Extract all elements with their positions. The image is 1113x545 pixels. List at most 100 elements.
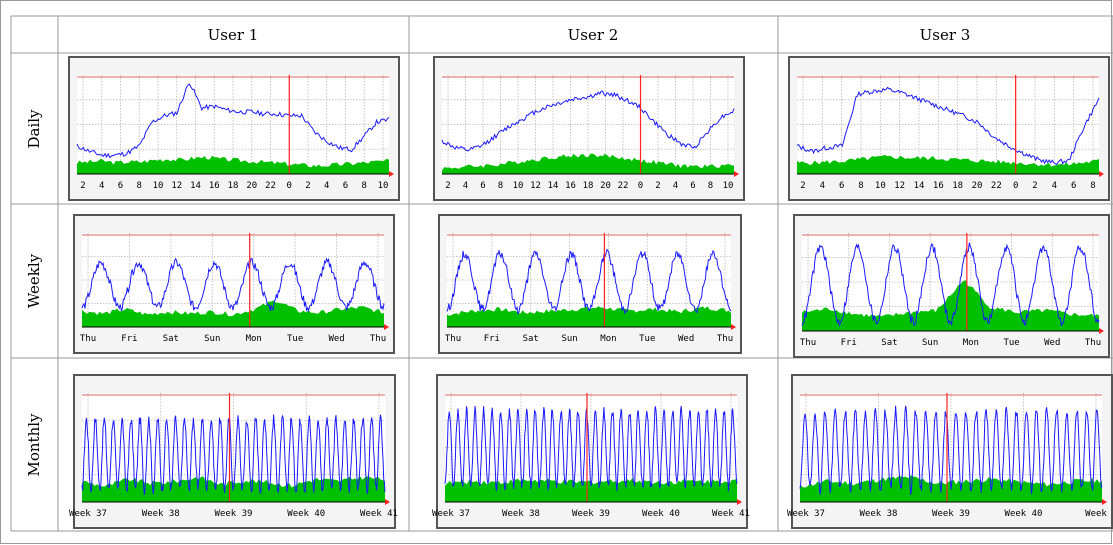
x-tick-label: Thu: [445, 334, 461, 344]
chart-monthly-user-3: Week 37 Week 38 Week 39 Week 40 Week: [787, 374, 1113, 529]
x-tick-label: 10: [513, 181, 524, 191]
x-tick-label: Week 40: [287, 509, 325, 519]
x-tick-label: 10: [378, 181, 389, 191]
x-tick-label: 8: [362, 181, 367, 191]
axis-arrow: [389, 171, 394, 177]
series-outgoing: [446, 248, 732, 315]
x-tick-label: Week: [1085, 509, 1107, 519]
x-tick-label: Sun: [204, 334, 220, 344]
x-tick-label: Sun: [922, 338, 938, 348]
x-tick-label: Week 39: [572, 509, 610, 519]
chart-daily-user-3: 2 4 6 8 10 12 14 16 18 20 22 0 2 4 6 8: [788, 56, 1110, 201]
x-tick-label: Mon: [246, 334, 262, 344]
series-incoming: [77, 155, 389, 174]
series-incoming: [797, 155, 1099, 174]
column-header-user-1: User 1: [208, 26, 259, 44]
x-tick-label: Week 37: [432, 509, 470, 519]
x-tick-label: 16: [933, 181, 944, 191]
x-tick-label: 20: [600, 181, 611, 191]
x-tick-label: 18: [952, 181, 963, 191]
series-outgoing: [441, 90, 735, 152]
x-tick-label: 8: [498, 181, 503, 191]
series-incoming: [802, 279, 1099, 331]
series-incoming: [445, 478, 737, 502]
x-tick-label: 0: [638, 181, 643, 191]
series-outgoing: [76, 83, 390, 159]
series-outgoing: [801, 242, 1100, 327]
chart-monthly-user-2: Week 37 Week 38 Week 39 Week 40 Week 41: [432, 374, 750, 529]
x-tick-label: 4: [820, 181, 825, 191]
x-tick-label: 12: [171, 181, 182, 191]
x-tick-label: Week 38: [860, 509, 898, 519]
x-tick-label: Wed: [1044, 338, 1060, 348]
x-tick-label: 18: [583, 181, 594, 191]
x-tick-label: 6: [343, 181, 348, 191]
series-outgoing: [81, 414, 386, 495]
x-tick-label: 0: [1013, 181, 1018, 191]
x-tick-label: 12: [894, 181, 905, 191]
axis-arrow: [1099, 171, 1104, 177]
x-tick-label: Fri: [841, 338, 857, 348]
x-tick-label: Week 37: [69, 509, 107, 519]
charts-layer: 2 4 6 8 10 12 14 16 18 20 22 0 2 4 6 8 10 2 4 6 8 10 12 14 16 18 2…: [68, 56, 1113, 529]
axis-arrow: [734, 171, 739, 177]
x-tick-label: Thu: [370, 334, 386, 344]
x-tick-label: 22: [991, 181, 1002, 191]
axis-arrow: [384, 324, 389, 330]
x-tick-label: 4: [1052, 181, 1057, 191]
x-tick-label: 6: [839, 181, 844, 191]
x-tick-label: 8: [858, 181, 863, 191]
x-tick-label: 16: [209, 181, 220, 191]
x-tick-label: Week 38: [142, 509, 180, 519]
x-tick-label: 4: [99, 181, 104, 191]
row-header-weekly: Weekly: [25, 253, 43, 308]
x-tick-label: 6: [1071, 181, 1076, 191]
x-tick-label: 4: [673, 181, 678, 191]
chart-daily-user-1: 2 4 6 8 10 12 14 16 18 20 22 0 2 4 6 8 10: [68, 56, 400, 201]
x-tick-label: 2: [445, 181, 450, 191]
x-tick-label: 18: [228, 181, 239, 191]
chart-monthly-user-1: Week 37 Week 38 Week 39 Week 40 Week 41: [69, 374, 398, 529]
x-tick-label: 14: [914, 181, 925, 191]
series-outgoing: [81, 257, 385, 313]
x-tick-label: 10: [875, 181, 886, 191]
x-tick-label: 0: [287, 181, 292, 191]
axis-arrow: [731, 324, 736, 330]
x-tick-label: 22: [265, 181, 276, 191]
axis-arrow: [1102, 499, 1107, 505]
x-tick-label: 6: [480, 181, 485, 191]
x-tick-label: Sat: [163, 334, 179, 344]
x-tick-label: Sat: [523, 334, 539, 344]
x-tick-label: 8: [137, 181, 142, 191]
axis-arrow: [737, 499, 742, 505]
x-tick-label: 10: [153, 181, 164, 191]
x-tick-label: Thu: [80, 334, 96, 344]
column-header-user-2: User 2: [568, 26, 619, 44]
x-tick-label: Mon: [600, 334, 616, 344]
chart-weekly-user-3: Thu Fri Sat Sun Mon Tue Wed Thu: [793, 214, 1110, 358]
x-tick-label: Week 39: [932, 509, 970, 519]
chart-daily-user-2: 2 4 6 8 10 12 14 16 18 20 22 0 2 4 6 8 10: [433, 56, 745, 201]
series-outgoing: [799, 405, 1103, 495]
series-incoming: [442, 153, 734, 174]
x-tick-label: 2: [655, 181, 660, 191]
series-incoming: [447, 306, 731, 327]
x-tick-label: Week 40: [1005, 509, 1043, 519]
series-outgoing: [444, 405, 738, 492]
x-tick-label: 16: [565, 181, 576, 191]
x-tick-label: Week 38: [502, 509, 540, 519]
x-tick-label: 2: [1032, 181, 1037, 191]
chart-weekly-user-2: Thu Fri Sat Sun Mon Tue Wed Thu: [438, 214, 742, 354]
row-header-monthly: Monthly: [25, 413, 43, 477]
x-tick-label: 14: [548, 181, 559, 191]
x-tick-label: Tue: [1003, 338, 1019, 348]
x-tick-label: 2: [800, 181, 805, 191]
x-tick-label: 4: [463, 181, 468, 191]
x-tick-label: Week 37: [787, 509, 825, 519]
x-tick-label: Week 41: [360, 509, 398, 519]
x-tick-label: Week 39: [215, 509, 253, 519]
x-tick-label: 6: [118, 181, 123, 191]
x-tick-label: Fri: [121, 334, 137, 344]
x-tick-label: Week 40: [642, 509, 680, 519]
